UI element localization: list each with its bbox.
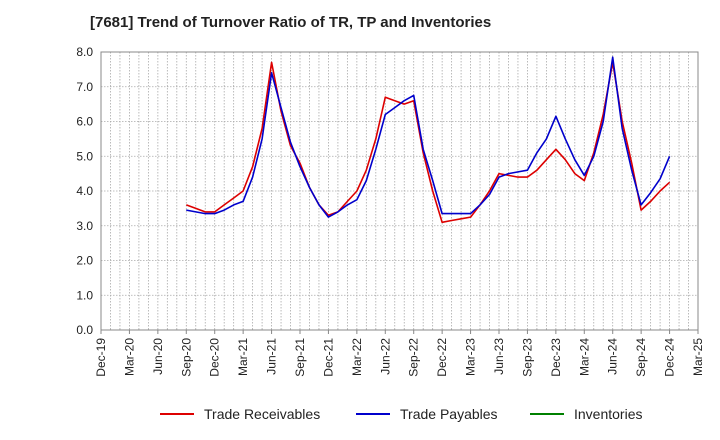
x-tick-label: Jun-23 xyxy=(492,338,506,375)
y-axis: 0.0 1.0 2.0 3.0 4.0 5.0 6.0 7.0 8.0 xyxy=(76,45,93,337)
x-tick-label: Dec-23 xyxy=(549,338,563,377)
legend: Trade Receivables Trade Payables Inventori… xyxy=(160,406,642,422)
series-lines xyxy=(186,56,671,224)
x-tick-label: Mar-20 xyxy=(122,338,136,376)
y-tick-label: 2.0 xyxy=(76,254,93,268)
x-tick-label: Dec-24 xyxy=(663,338,677,377)
x-tick-label: Dec-19 xyxy=(94,338,108,377)
y-tick-label: 8.0 xyxy=(76,45,93,59)
x-tick-label: Jun-22 xyxy=(378,338,392,375)
legend-label-trade-payables: Trade Payables xyxy=(400,406,498,422)
x-tick-label: Jun-20 xyxy=(151,338,165,375)
x-tick-label: Jun-21 xyxy=(265,338,279,375)
chart-title: [7681] Trend of Turnover Ratio of TR, TP… xyxy=(90,14,492,31)
y-tick-label: 3.0 xyxy=(76,219,93,233)
x-tick-label: Mar-23 xyxy=(464,338,478,376)
x-tick-label: Dec-22 xyxy=(435,338,449,377)
x-tick-label: Mar-21 xyxy=(236,338,250,376)
x-tick-label: Sep-23 xyxy=(520,338,534,377)
y-tick-label: 5.0 xyxy=(76,149,93,163)
series-line-trade-payables xyxy=(186,56,671,218)
x-tick-label: Sep-24 xyxy=(634,338,648,377)
x-tick-label: Sep-22 xyxy=(407,338,421,377)
grid xyxy=(101,52,698,330)
x-tick-label: Dec-20 xyxy=(208,338,222,377)
x-tick-label: Jun-24 xyxy=(606,338,620,375)
y-tick-label: 1.0 xyxy=(76,288,93,302)
y-tick-label: 6.0 xyxy=(76,115,93,129)
x-tick-label: Dec-21 xyxy=(321,338,335,377)
x-tick-label: Mar-24 xyxy=(577,338,591,376)
legend-label-trade-receivables: Trade Receivables xyxy=(204,406,320,422)
y-tick-label: 7.0 xyxy=(76,80,93,94)
y-tick-label: 4.0 xyxy=(76,184,93,198)
legend-label-inventories: Inventories xyxy=(574,406,642,422)
y-tick-label: 0.0 xyxy=(76,323,93,337)
x-tick-label: Mar-25 xyxy=(691,338,705,376)
x-tick-label: Sep-21 xyxy=(293,338,307,377)
x-axis: Dec-19 Mar-20 Jun-20 Sep-20 Dec-20 Mar-21 Jun-… xyxy=(94,330,705,377)
x-tick-label: Sep-20 xyxy=(179,338,193,377)
plot-area-border xyxy=(100,51,699,331)
x-tick-label: Mar-22 xyxy=(350,338,364,376)
